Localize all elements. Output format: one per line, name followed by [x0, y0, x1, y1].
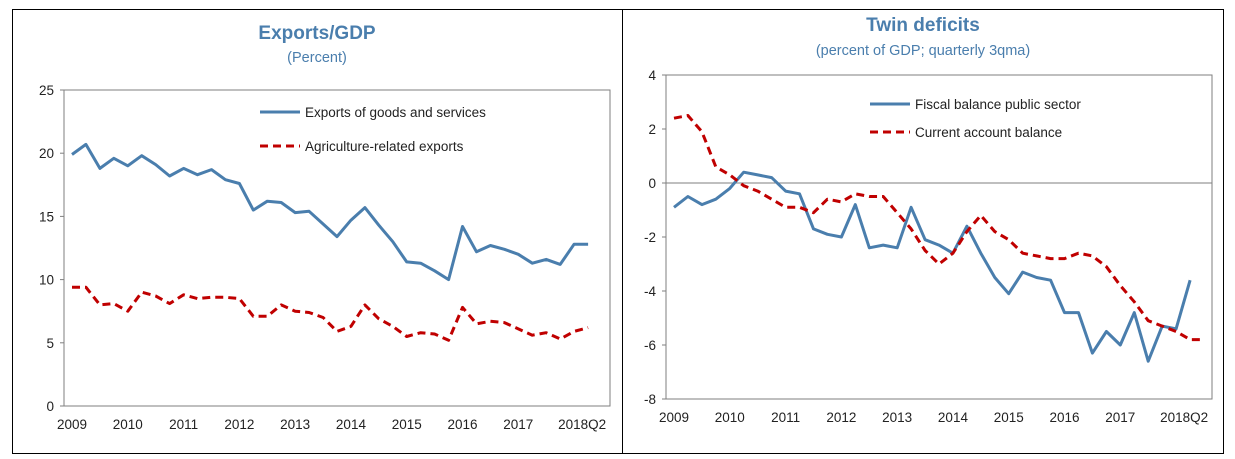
x-tick-label: 2013 — [882, 410, 912, 425]
exports-gdp-panel: Exports/GDP (Percent) 0 5 10 15 20 25 2009 2010 20… — [12, 9, 622, 454]
y-tick-label: 5 — [46, 336, 54, 351]
x-tick-label: 2009 — [659, 410, 689, 425]
series-line-2 — [72, 285, 589, 342]
exports-gdp-chart: Exports/GDP (Percent) 0 5 10 15 20 25 2009 2010 20… — [39, 23, 611, 432]
y-tick-label: 10 — [39, 273, 54, 288]
chart-title: Exports/GDP — [258, 23, 376, 44]
y-tick-label: 0 — [46, 399, 54, 414]
plot-area — [665, 74, 1213, 400]
y-tick-label: 25 — [39, 83, 54, 98]
x-tick-label: 2018Q2 — [1160, 410, 1208, 425]
x-tick-label: 2013 — [280, 417, 310, 432]
x-tick-label: 2011 — [771, 410, 800, 425]
series-line-2 — [673, 114, 1204, 342]
figure-frame — [12, 9, 1224, 454]
x-tick-label: 2014 — [336, 417, 367, 432]
y-tick-label: -8 — [644, 392, 656, 407]
y-tick-label: -2 — [644, 230, 656, 245]
x-tick-label: 2012 — [224, 417, 254, 432]
x-tick-label: 2017 — [503, 417, 533, 432]
x-tick-label: 2009 — [57, 417, 87, 432]
series-line-1 — [71, 142, 589, 282]
x-tick-label: 2017 — [1105, 410, 1135, 425]
y-tick-label: 20 — [39, 146, 54, 161]
legend-label-2: Current account balance — [915, 125, 1062, 140]
y-tick-label: 0 — [648, 176, 656, 191]
plot-area — [63, 89, 611, 407]
y-tick-label: 15 — [39, 209, 54, 224]
y-tick-label: 4 — [648, 68, 656, 83]
x-tick-label: 2015 — [392, 417, 422, 432]
chart-title: Twin deficits — [866, 15, 980, 36]
x-tick-label: 2016 — [448, 417, 478, 432]
x-tick-label: 2010 — [113, 417, 143, 432]
twin-deficits-panel: Twin deficits (percent of GDP; quarterly … — [623, 9, 1224, 454]
panel-divider — [622, 9, 623, 454]
y-tick-label: -6 — [644, 338, 656, 353]
x-tick-label: 2015 — [994, 410, 1024, 425]
legend-label-1: Exports of goods and services — [305, 105, 486, 120]
y-tick-label: 2 — [648, 122, 656, 137]
legend-label-2: Agriculture-related exports — [305, 139, 464, 154]
chart-subtitle: (percent of GDP; quarterly 3qma) — [816, 43, 1030, 59]
x-tick-label: 2012 — [826, 410, 856, 425]
x-tick-label: 2014 — [938, 410, 969, 425]
series-line-1 — [673, 170, 1192, 363]
twin-deficits-chart: Twin deficits (percent of GDP; quarterly … — [644, 15, 1213, 425]
x-tick-label: 2016 — [1050, 410, 1080, 425]
y-tick-label: -4 — [644, 284, 656, 299]
legend-label-1: Fiscal balance public sector — [915, 97, 1081, 112]
x-tick-label: 2018Q2 — [558, 417, 606, 432]
x-tick-label: 2011 — [169, 417, 198, 432]
chart-subtitle: (Percent) — [287, 50, 347, 66]
x-tick-label: 2010 — [715, 410, 745, 425]
